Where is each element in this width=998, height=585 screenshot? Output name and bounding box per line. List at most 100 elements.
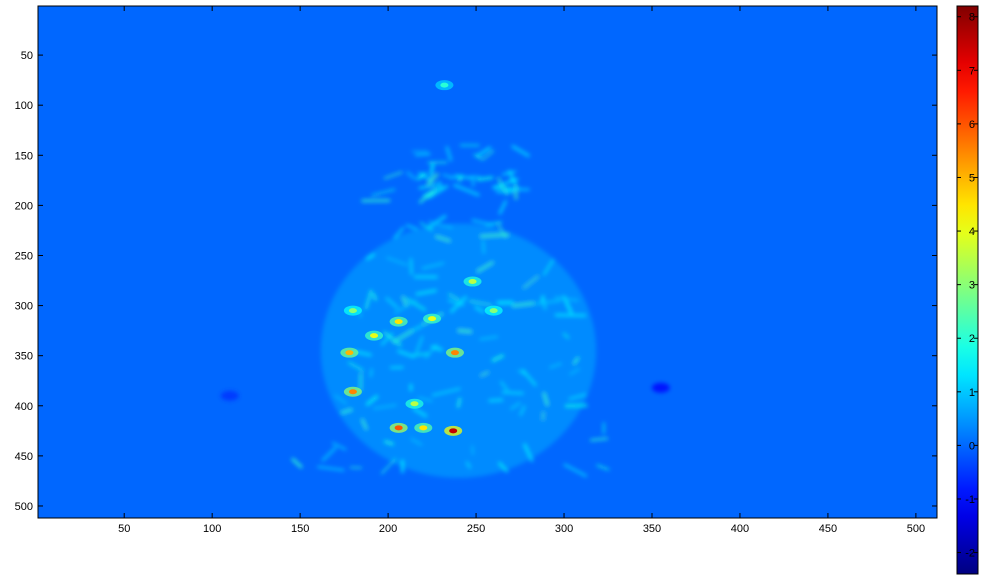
colorbar-tick-label: 7: [969, 65, 975, 77]
x-tick-label: 50: [118, 523, 130, 535]
y-tick-label: 100: [15, 100, 33, 112]
streak: [383, 331, 402, 347]
streak: [498, 200, 507, 215]
streak: [501, 391, 524, 395]
x-tick-label: 150: [291, 523, 309, 535]
streak: [458, 174, 463, 183]
streak: [488, 398, 504, 403]
colorbar-tick-label: 4: [969, 226, 975, 238]
colorbar-tick-label: 5: [969, 172, 975, 184]
dark-spot: [220, 390, 239, 401]
streak: [449, 176, 481, 179]
y-tick-label: 500: [15, 501, 33, 513]
streak: [435, 235, 451, 243]
hotspot: [345, 350, 354, 356]
streak: [371, 188, 396, 197]
streak: [465, 461, 472, 469]
dark-spot: [651, 382, 670, 393]
colorbar-tick-label: 1: [969, 387, 975, 399]
colorbar-tick-label: 6: [969, 119, 975, 131]
streak: [511, 145, 530, 158]
streak: [431, 387, 461, 397]
streak: [340, 408, 353, 415]
streak: [476, 176, 494, 181]
streak: [427, 185, 449, 199]
streak: [563, 463, 588, 477]
x-tick-label: 250: [467, 523, 485, 535]
streak: [479, 233, 510, 238]
streak: [442, 173, 454, 179]
streak: [453, 184, 480, 197]
streak: [568, 393, 587, 400]
streak: [412, 352, 430, 356]
y-tick-label: 450: [15, 451, 33, 463]
streak: [473, 153, 483, 161]
streak: [498, 462, 509, 473]
streak: [334, 394, 348, 405]
streak: [386, 256, 408, 266]
hotspot: [348, 308, 357, 314]
streak: [471, 219, 494, 227]
streak: [521, 369, 537, 387]
streak: [517, 369, 526, 376]
streak: [480, 371, 489, 377]
streak: [492, 177, 519, 190]
streak: [572, 356, 580, 365]
streak: [476, 261, 494, 273]
streak: [419, 221, 433, 231]
streak: [415, 336, 424, 354]
y-tick-label: 200: [15, 200, 33, 212]
y-tick-label: 50: [21, 50, 33, 62]
streak: [479, 335, 499, 341]
streak: [369, 368, 373, 378]
hotspot: [419, 425, 428, 431]
hotspot: [449, 428, 458, 434]
colorbar-tick-label: 2: [969, 333, 975, 345]
y-tick-label: 150: [15, 150, 33, 162]
streak: [383, 440, 394, 446]
hotspot: [394, 425, 403, 431]
streak: [393, 226, 405, 239]
streak: [317, 465, 345, 472]
hotspot: [450, 350, 459, 356]
streak: [373, 404, 397, 410]
x-tick-label: 400: [731, 523, 749, 535]
streak: [331, 442, 347, 451]
streak: [418, 183, 438, 190]
colorbar-tick-label: 0: [969, 440, 975, 452]
colorbar-frame: [956, 5, 979, 575]
streak: [523, 443, 534, 462]
x-tick-label: 200: [379, 523, 397, 535]
hotspot: [370, 333, 379, 339]
y-tick-label: 300: [15, 301, 33, 313]
colorbar-tick-label: -2: [965, 548, 975, 560]
streak: [392, 329, 414, 344]
streak: [385, 297, 399, 309]
streak: [427, 214, 447, 229]
streak: [397, 350, 415, 358]
streak: [321, 446, 337, 462]
heatmap-hotspots: [340, 80, 503, 436]
streak: [450, 296, 467, 313]
hotspot: [489, 308, 498, 314]
streak: [535, 299, 562, 306]
streak: [417, 396, 433, 402]
streak: [482, 240, 485, 254]
streak: [380, 458, 397, 475]
hotspot: [410, 401, 419, 407]
streak: [445, 146, 453, 162]
y-tick-label: 400: [15, 401, 33, 413]
streak: [596, 464, 610, 471]
streak: [522, 275, 539, 289]
x-tick-label: 100: [203, 523, 221, 535]
x-tick-label: 300: [555, 523, 573, 535]
streak: [495, 190, 515, 194]
streak: [554, 296, 579, 302]
streak: [456, 397, 462, 408]
streak: [471, 445, 474, 456]
streak: [428, 220, 453, 229]
streak: [415, 153, 431, 156]
streak: [542, 392, 549, 407]
streak: [430, 345, 443, 352]
